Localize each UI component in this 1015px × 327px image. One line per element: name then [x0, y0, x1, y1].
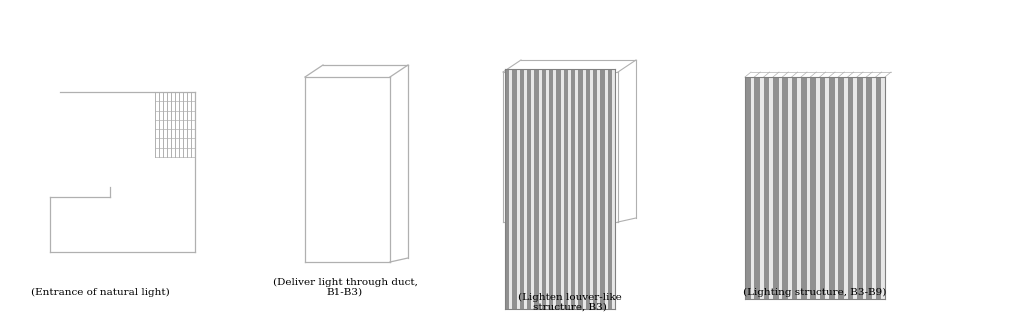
Bar	[801, 77, 807, 299]
Text: (Lighten louver-like
structure, B3): (Lighten louver-like structure, B3)	[518, 292, 622, 312]
Bar	[532, 69, 534, 309]
Bar	[571, 69, 576, 309]
Bar	[792, 77, 797, 299]
Bar	[590, 69, 593, 309]
Bar	[843, 77, 848, 299]
Bar	[820, 77, 825, 299]
Bar	[553, 69, 556, 309]
Bar	[517, 69, 520, 309]
Bar	[605, 69, 608, 309]
Text: (Deliver light through duct,
B1-B3): (Deliver light through duct, B1-B3)	[273, 278, 417, 297]
Bar	[881, 77, 885, 299]
Bar	[872, 77, 876, 299]
Bar	[769, 77, 773, 299]
Bar	[838, 77, 843, 299]
Bar	[608, 69, 612, 309]
Bar	[876, 77, 881, 299]
Bar	[549, 69, 553, 309]
Bar	[513, 69, 517, 309]
Bar	[829, 77, 834, 299]
Bar	[760, 77, 763, 299]
Bar	[600, 69, 605, 309]
Bar	[788, 77, 792, 299]
Bar	[763, 77, 769, 299]
Bar	[524, 69, 527, 309]
Bar	[816, 77, 820, 299]
Bar	[579, 69, 583, 309]
Bar	[834, 77, 838, 299]
Bar	[505, 69, 510, 309]
Bar	[593, 69, 598, 309]
Bar	[568, 69, 571, 309]
Bar	[583, 69, 586, 309]
Bar	[563, 69, 568, 309]
Bar	[857, 77, 863, 299]
Bar	[754, 77, 760, 299]
Bar	[751, 77, 754, 299]
Text: (Lighting structure, B3-B9): (Lighting structure, B3-B9)	[743, 288, 887, 297]
Bar	[598, 69, 600, 309]
Bar	[867, 77, 872, 299]
Bar	[797, 77, 801, 299]
Bar	[560, 69, 563, 309]
Bar	[527, 69, 532, 309]
Bar	[542, 69, 546, 309]
Text: (Entrance of natural light): (Entrance of natural light)	[30, 288, 170, 297]
Bar	[848, 77, 854, 299]
Bar	[546, 69, 549, 309]
Bar	[825, 77, 829, 299]
Bar	[783, 77, 788, 299]
Bar	[745, 77, 751, 299]
Bar	[773, 77, 779, 299]
Bar	[863, 77, 867, 299]
Bar	[556, 69, 560, 309]
Bar	[810, 77, 816, 299]
Bar	[539, 69, 542, 309]
Bar	[510, 69, 513, 309]
Bar	[779, 77, 783, 299]
Bar	[534, 69, 539, 309]
Bar	[520, 69, 524, 309]
Bar	[576, 69, 579, 309]
Bar	[854, 77, 857, 299]
Bar	[586, 69, 590, 309]
Bar	[807, 77, 810, 299]
Bar	[612, 69, 615, 309]
